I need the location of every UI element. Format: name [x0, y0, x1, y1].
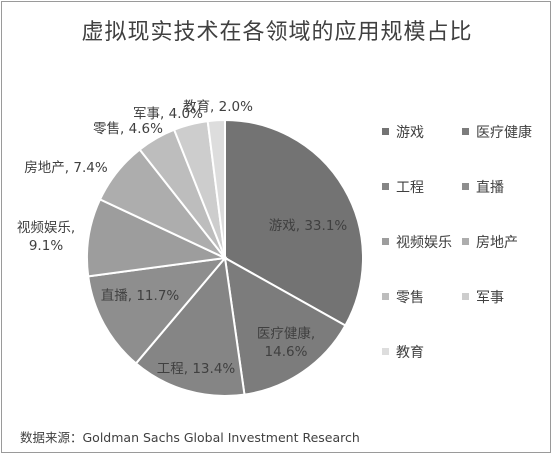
slice-label-2: 医疗健康, 14.6%	[257, 325, 315, 360]
legend-swatch-2	[462, 128, 469, 135]
pie-slice-2	[223, 256, 347, 396]
legend-swatch-9	[382, 348, 389, 355]
slice-label-5: 视频娱乐, 9.1%	[17, 220, 75, 254]
legend-label-8: 军事	[476, 290, 504, 306]
legend-swatch-7	[382, 293, 389, 300]
pie-slice-1	[224, 118, 364, 327]
slice-label-9: 教育, 2.0%	[183, 99, 253, 115]
legend-label-7: 零售	[396, 290, 424, 306]
legend-label-5: 视频娱乐	[396, 235, 452, 251]
slice-label-1: 游戏, 33.1%	[269, 218, 348, 234]
legend-swatch-3	[382, 183, 389, 190]
slice-label-8: 军事, 4.0%	[133, 106, 203, 122]
legend-label-2: 医疗健康	[476, 124, 532, 141]
pie-slice-9	[206, 118, 226, 259]
slice-label-7: 零售, 4.6%	[93, 121, 163, 137]
pie-slice-5	[86, 198, 229, 278]
chart-title: 虚拟现实技术在各领域的应用规模占比	[81, 20, 473, 45]
legend-swatch-8	[462, 293, 469, 300]
legend-label-6: 房地产	[476, 235, 518, 251]
slice-label-6: 房地产, 7.4%	[24, 160, 108, 176]
legend-swatch-4	[462, 183, 469, 190]
legend-swatch-6	[462, 238, 469, 245]
legend-swatch-5	[382, 238, 389, 245]
legend-label-1: 游戏	[396, 125, 424, 141]
legend-label-3: 工程	[396, 180, 424, 196]
pie-slice-3	[134, 255, 246, 397]
slice-label-4: 直播, 11.7%	[101, 288, 180, 304]
legend-label-9: 教育	[396, 345, 424, 361]
slice-label-3: 工程, 13.4%	[157, 361, 236, 377]
pie-slice-4	[87, 256, 228, 365]
chart-source: 数据来源：Goldman Sachs Global Investment Res…	[20, 430, 360, 445]
legend-swatch-1	[382, 128, 389, 135]
legend-label-4: 直播	[476, 179, 504, 196]
